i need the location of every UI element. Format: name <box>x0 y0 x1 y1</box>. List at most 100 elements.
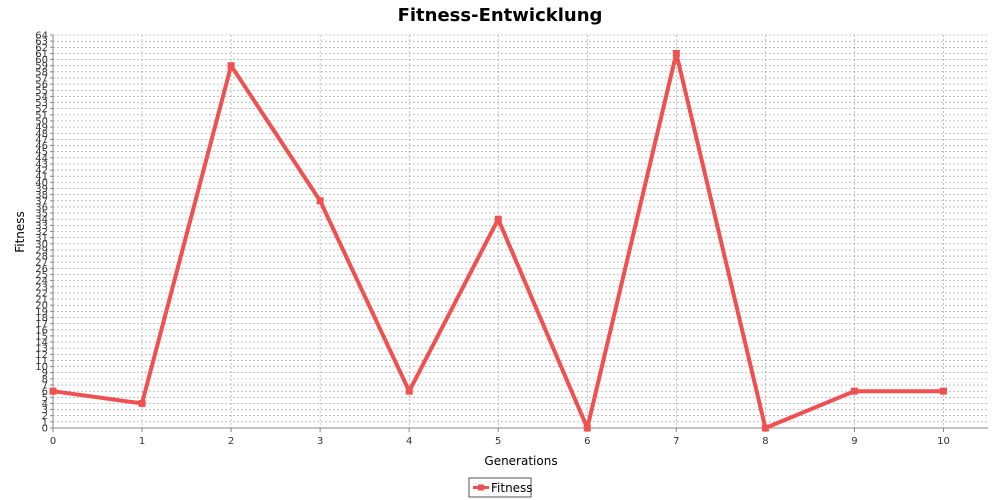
data-point <box>672 49 680 57</box>
y-tick-label: 16 <box>35 325 48 336</box>
y-tick-label: 42 <box>35 166 48 177</box>
y-tick-label: 32 <box>35 227 48 238</box>
data-point <box>494 215 502 223</box>
y-tick-label: 5 <box>42 393 48 404</box>
y-tick-label: 39 <box>35 184 48 195</box>
y-tick-label: 22 <box>35 288 48 299</box>
data-point <box>316 197 324 205</box>
y-tick-label: 60 <box>35 55 48 66</box>
x-tick-label: 3 <box>317 436 323 447</box>
y-tick-label: 25 <box>35 270 48 281</box>
y-tick-label: 37 <box>35 196 48 207</box>
y-tick-label: 41 <box>35 172 48 183</box>
x-tick-label: 6 <box>584 436 590 447</box>
y-tick-label: 49 <box>35 123 48 134</box>
y-tick-label: 28 <box>35 252 48 263</box>
y-tick-label: 9 <box>42 368 48 379</box>
y-tick-label: 15 <box>35 331 48 342</box>
y-tick-label: 29 <box>35 245 48 256</box>
y-tick-label: 31 <box>35 233 48 244</box>
legend-box <box>468 477 532 498</box>
y-tick-label: 27 <box>35 258 48 269</box>
y-tick-label: 7 <box>42 381 48 392</box>
x-tick-label: 1 <box>139 436 145 447</box>
y-tick-label: 64 <box>35 31 48 42</box>
y-tick-label: 10 <box>35 362 48 373</box>
y-tick-label: 52 <box>35 104 48 115</box>
y-tick-label: 40 <box>35 178 48 189</box>
y-tick-label: 62 <box>35 43 48 54</box>
y-tick-label: 38 <box>35 190 48 201</box>
x-axis-label: Generations <box>484 454 557 468</box>
y-tick-label: 21 <box>35 295 48 306</box>
y-tick-label: 2 <box>42 411 48 422</box>
y-tick-label: 17 <box>35 319 48 330</box>
legend-swatch-marker <box>478 484 484 491</box>
x-tick-label: 10 <box>937 436 950 447</box>
y-tick-label: 30 <box>35 239 48 250</box>
y-tick-label: 35 <box>35 209 48 220</box>
x-tick-label: 7 <box>673 436 679 447</box>
y-tick-label: 59 <box>35 61 48 72</box>
y-tick-label: 11 <box>35 356 48 367</box>
data-point <box>405 387 413 395</box>
data-point <box>138 399 146 407</box>
y-tick-label: 24 <box>35 276 48 287</box>
y-tick-label: 53 <box>35 98 48 109</box>
y-tick-label: 50 <box>35 116 48 127</box>
y-tick-label: 6 <box>42 387 48 398</box>
x-tick-label: 9 <box>851 436 857 447</box>
y-tick-label: 4 <box>42 399 48 410</box>
y-tick-label: 34 <box>35 215 48 226</box>
y-tick-label: 46 <box>35 141 48 152</box>
y-axis-label: Fitness <box>13 211 27 253</box>
y-tick-label: 51 <box>35 110 48 121</box>
data-point <box>227 62 235 70</box>
data-point <box>850 387 858 395</box>
y-tick-label: 1 <box>42 417 48 428</box>
series-fitness <box>49 49 947 432</box>
y-tick-label: 63 <box>35 37 48 48</box>
y-tick-label: 33 <box>35 221 48 232</box>
y-tick-label: 14 <box>35 338 48 349</box>
data-point <box>49 387 57 395</box>
y-tick-label: 43 <box>35 159 48 170</box>
x-tick-label: 2 <box>228 436 234 447</box>
y-tick-label: 3 <box>42 405 48 416</box>
x-axis-ticks: 0 1 2 3 4 5 6 7 8 9 10 <box>50 428 950 447</box>
y-tick-label: 44 <box>35 153 48 164</box>
y-tick-label: 48 <box>35 129 48 140</box>
y-tick-label: 61 <box>35 49 48 60</box>
y-axis-ticks: 0123456789101112131415161718192021222324… <box>35 31 53 435</box>
x-tick-label: 5 <box>495 436 501 447</box>
y-tick-label: 56 <box>35 80 48 91</box>
x-tick-label: 0 <box>50 436 56 447</box>
data-point <box>583 424 591 432</box>
y-tick-label: 18 <box>35 313 48 324</box>
y-tick-label: 26 <box>35 264 48 275</box>
x-tick-label: 8 <box>762 436 768 447</box>
y-tick-label: 36 <box>35 202 48 213</box>
legend-label: Fitness <box>491 481 533 495</box>
y-tick-label: 54 <box>35 92 48 103</box>
legend: Fitness <box>468 477 533 498</box>
data-point <box>761 424 769 432</box>
y-tick-label: 8 <box>42 374 48 385</box>
y-tick-label: 45 <box>35 147 48 158</box>
y-tick-label: 12 <box>35 350 48 361</box>
plot-background <box>53 35 988 428</box>
y-tick-label: 19 <box>35 307 48 318</box>
y-tick-label: 20 <box>35 301 48 312</box>
y-tick-label: 58 <box>35 67 48 78</box>
data-point <box>939 387 947 395</box>
y-tick-label: 47 <box>35 135 48 146</box>
chart-title: Fitness-Entwicklung <box>398 5 603 26</box>
y-tick-label: 23 <box>35 282 48 293</box>
x-tick-label: 4 <box>406 436 412 447</box>
y-tick-label: 57 <box>35 73 48 84</box>
plot-area: 0123456789101112131415161718192021222324… <box>35 31 988 447</box>
y-tick-label: 55 <box>35 86 48 97</box>
y-tick-label: 13 <box>35 344 48 355</box>
y-tick-label: 0 <box>42 424 48 435</box>
